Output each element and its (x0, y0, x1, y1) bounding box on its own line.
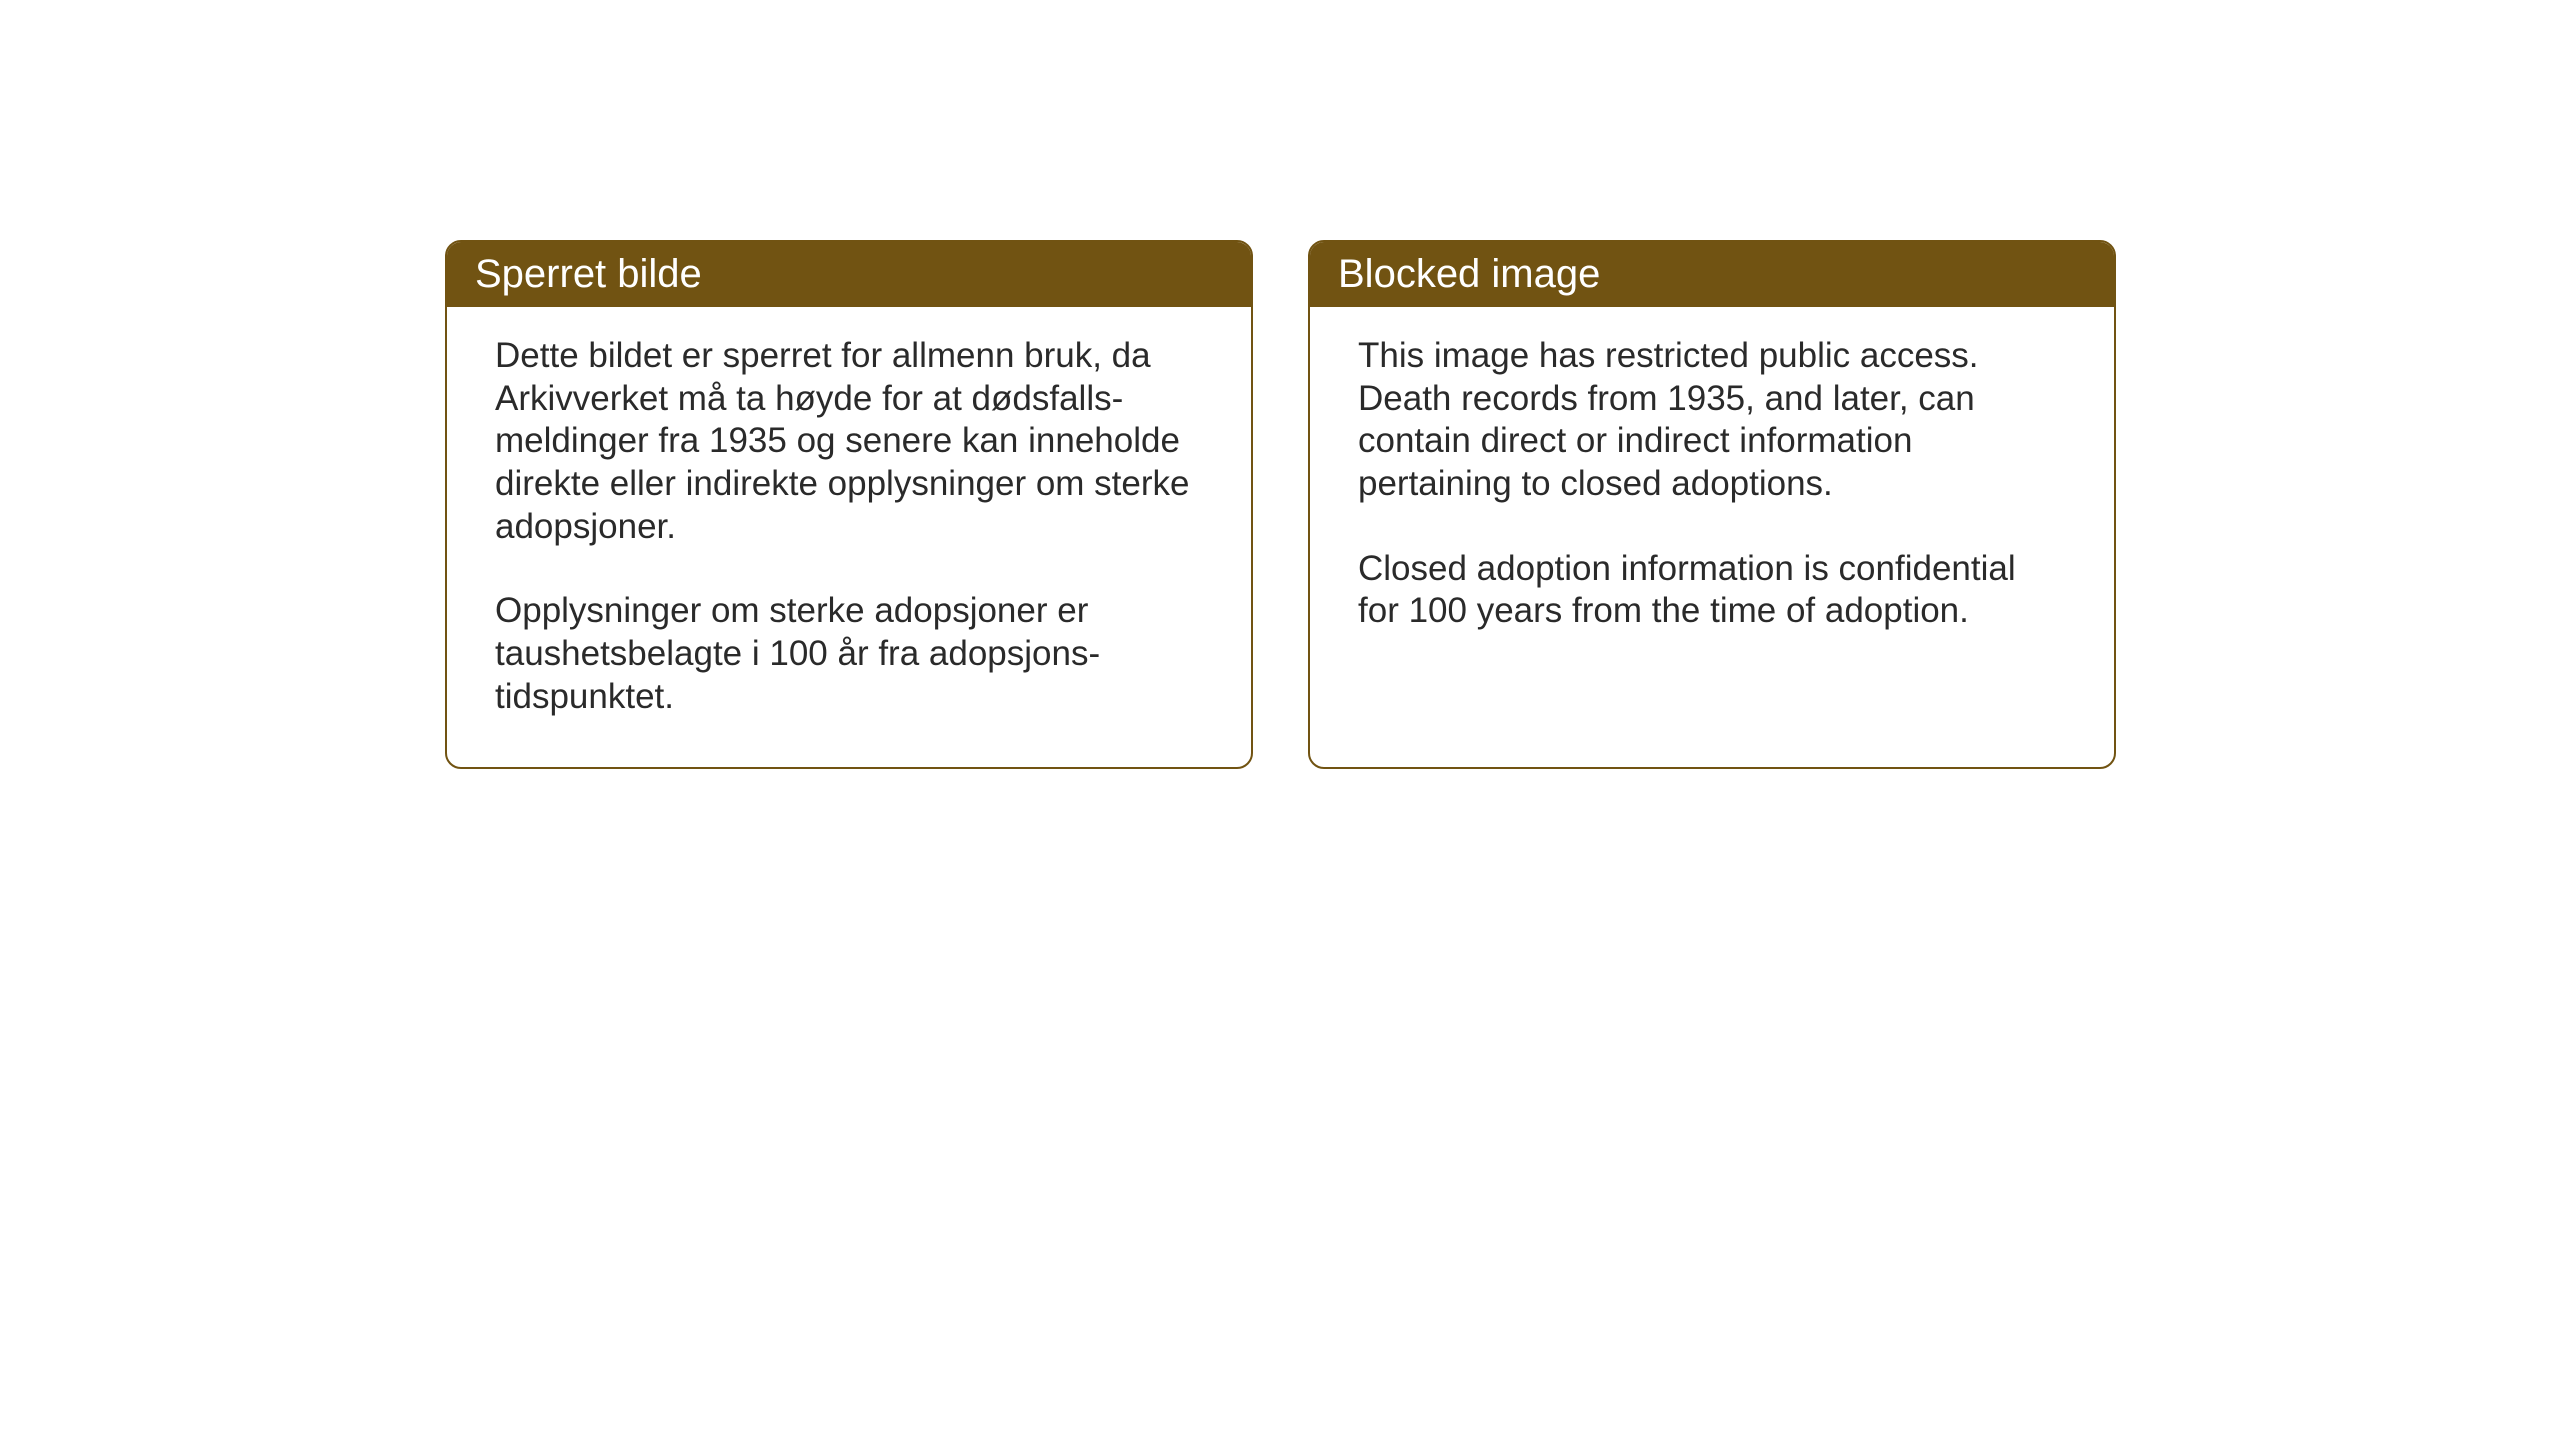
cards-container: Sperret bilde Dette bildet er sperret fo… (445, 240, 2116, 769)
card-norwegian: Sperret bilde Dette bildet er sperret fo… (445, 240, 1253, 769)
card-paragraph2-english: Closed adoption information is confident… (1358, 548, 2066, 633)
card-english: Blocked image This image has restricted … (1308, 240, 2116, 769)
card-paragraph2-norwegian: Opplysninger om sterke adopsjoner er tau… (495, 590, 1203, 718)
card-paragraph1-english: This image has restricted public access.… (1358, 335, 2066, 506)
card-body-english: This image has restricted public access.… (1310, 307, 2114, 681)
card-header-english: Blocked image (1310, 242, 2114, 307)
card-title-norwegian: Sperret bilde (475, 252, 702, 296)
card-header-norwegian: Sperret bilde (447, 242, 1251, 307)
card-body-norwegian: Dette bildet er sperret for allmenn bruk… (447, 307, 1251, 767)
card-paragraph1-norwegian: Dette bildet er sperret for allmenn bruk… (495, 335, 1203, 548)
card-title-english: Blocked image (1338, 252, 1600, 296)
